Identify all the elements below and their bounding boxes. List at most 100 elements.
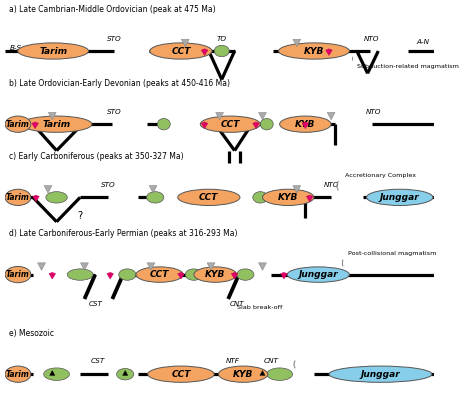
Text: Tarim: Tarim [6,120,30,129]
Polygon shape [201,49,208,55]
Text: TO: TO [217,36,227,42]
Ellipse shape [280,116,331,132]
Ellipse shape [366,189,433,205]
Ellipse shape [117,368,134,380]
Ellipse shape [67,269,93,280]
Polygon shape [260,370,265,375]
Polygon shape [49,272,55,279]
Polygon shape [44,186,52,193]
Text: Subduction-related magmatism: Subduction-related magmatism [357,64,459,69]
Ellipse shape [194,267,237,282]
Polygon shape [37,263,46,270]
Text: B-S: B-S [9,45,21,51]
Text: A-N: A-N [417,39,430,45]
Polygon shape [107,272,113,279]
Text: CST: CST [88,301,102,307]
Text: Post-collisional magmatism: Post-collisional magmatism [348,251,437,256]
Text: Tarim: Tarim [6,370,30,379]
Text: Tarim: Tarim [6,270,30,279]
Text: KYB: KYB [233,370,254,379]
Ellipse shape [18,43,89,59]
Text: Tarim: Tarim [39,47,67,55]
Text: CCT: CCT [199,193,219,202]
Polygon shape [182,39,189,47]
Ellipse shape [267,368,292,380]
Text: NTO: NTO [366,109,382,115]
Polygon shape [253,122,259,129]
Ellipse shape [201,116,260,132]
Text: Tarim: Tarim [6,193,30,202]
Ellipse shape [185,269,202,280]
Polygon shape [147,263,155,270]
Polygon shape [306,195,313,202]
Polygon shape [259,112,266,120]
Text: KYB: KYB [205,270,226,279]
Polygon shape [216,112,223,120]
Text: KYB: KYB [304,47,324,55]
Ellipse shape [260,119,273,130]
Ellipse shape [178,189,240,205]
Text: Junggar: Junggar [361,370,401,379]
Ellipse shape [5,116,31,132]
Text: NTO: NTO [323,182,339,189]
Ellipse shape [237,269,254,280]
Ellipse shape [46,191,67,203]
Ellipse shape [5,266,31,283]
Ellipse shape [136,267,183,282]
Ellipse shape [214,45,229,57]
Text: NTF: NTF [226,358,239,364]
Text: STO: STO [100,182,115,189]
Ellipse shape [21,116,92,132]
Ellipse shape [329,366,432,382]
Text: CCT: CCT [171,370,191,379]
Ellipse shape [263,189,314,205]
Polygon shape [259,263,266,270]
Polygon shape [302,122,309,129]
Polygon shape [50,370,55,375]
Text: KYB: KYB [295,120,316,129]
Polygon shape [207,263,215,270]
Text: CCT: CCT [171,47,191,55]
Text: STO: STO [107,109,122,115]
Ellipse shape [119,269,136,280]
Text: STO: STO [107,36,122,42]
Text: ?: ? [78,211,83,221]
Text: KYB: KYB [278,193,299,202]
Ellipse shape [157,119,170,130]
Polygon shape [123,370,128,375]
Text: a) Late Cambrian-Middle Ordovician (peak at 475 Ma): a) Late Cambrian-Middle Ordovician (peak… [9,5,216,14]
Ellipse shape [219,366,268,382]
Text: Accretionary Complex: Accretionary Complex [345,173,416,178]
Polygon shape [33,195,39,202]
Ellipse shape [287,267,349,282]
Text: c) Early Carboniferous (peaks at 350-327 Ma): c) Early Carboniferous (peaks at 350-327… [9,152,184,161]
Polygon shape [281,272,287,279]
Text: b) Late Ordovician-Early Devonian (peaks at 450-416 Ma): b) Late Ordovician-Early Devonian (peaks… [9,79,230,88]
Ellipse shape [44,368,69,380]
Polygon shape [293,39,301,47]
Ellipse shape [50,119,67,130]
Ellipse shape [279,43,349,59]
Text: CST: CST [90,358,104,364]
Polygon shape [326,49,332,55]
Polygon shape [32,122,38,129]
Text: Junggar: Junggar [380,193,419,202]
Ellipse shape [5,366,31,382]
Text: CNT: CNT [229,301,244,307]
Ellipse shape [5,189,31,205]
Polygon shape [81,263,88,270]
Text: CNT: CNT [264,358,279,364]
Text: NTO: NTO [364,36,380,42]
Ellipse shape [150,43,212,59]
Polygon shape [149,186,157,193]
Text: e) Mesozoic: e) Mesozoic [9,328,55,338]
Text: CCT: CCT [220,120,240,129]
Text: Junggar: Junggar [298,270,338,279]
Text: Tarim: Tarim [43,120,71,129]
Polygon shape [178,272,184,279]
Text: CCT: CCT [150,270,169,279]
Ellipse shape [146,191,164,203]
Ellipse shape [148,366,214,382]
Polygon shape [327,112,335,120]
Polygon shape [293,186,301,193]
